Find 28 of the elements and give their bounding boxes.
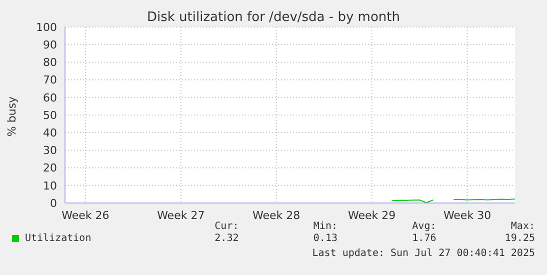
y-tick-label: 90 <box>43 38 57 52</box>
legend-label: Utilization <box>25 233 92 244</box>
text: 1.76 <box>411 233 436 244</box>
x-tick-label: Week 29 <box>348 208 396 222</box>
text: Max: <box>510 221 535 232</box>
y-tick-label: 30 <box>43 144 57 158</box>
text: Min: <box>312 221 338 232</box>
x-tick-label: Week 27 <box>157 208 205 222</box>
x-tick-label: Week 26 <box>62 208 110 222</box>
x-tick-label: Week 30 <box>443 208 492 222</box>
text: 2.32 <box>214 233 239 244</box>
text: Last update: Sun Jul 27 00:40:41 2025 <box>312 248 535 259</box>
y-tick-label: 0 <box>50 196 57 210</box>
text: 0.13 <box>312 233 338 244</box>
y-tick-label: 80 <box>43 56 57 70</box>
y-tick-label: 100 <box>36 20 57 34</box>
y-tick-label: 20 <box>43 162 57 175</box>
y-tick-label: 50 <box>43 108 57 122</box>
x-tick-label: Week 28 <box>252 208 300 222</box>
y-tick-label: 40 <box>43 126 57 140</box>
y-tick-label: 10 <box>43 179 57 192</box>
chart-title: Disk utilization for /dev/sda - by month <box>147 10 400 25</box>
y-tick-label: 70 <box>43 74 57 87</box>
text: 19.25 <box>504 233 535 244</box>
y-tick-label: 60 <box>43 91 57 104</box>
y-axis-title: % busy <box>6 96 18 136</box>
text: Cur: <box>214 221 239 232</box>
text: Avg: <box>411 221 436 232</box>
